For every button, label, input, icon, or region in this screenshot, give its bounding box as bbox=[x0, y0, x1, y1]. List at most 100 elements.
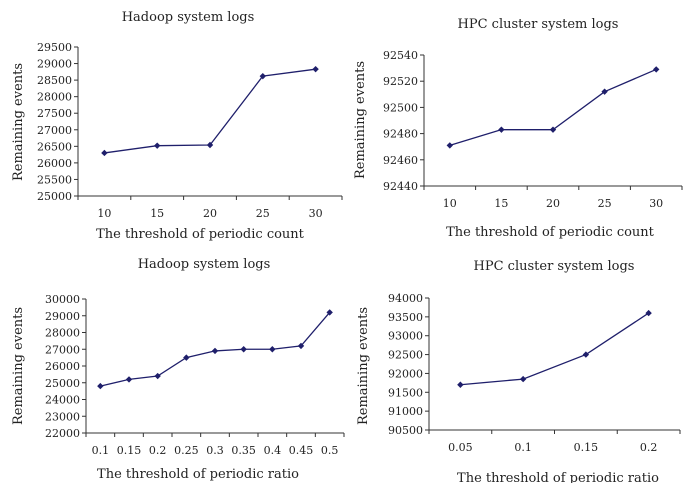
y-tick-label: 28000 bbox=[45, 327, 80, 340]
x-ticks: 0.05 0.1 0.15 0.2 bbox=[428, 430, 681, 454]
data-point bbox=[240, 346, 247, 353]
series-line bbox=[449, 68, 657, 147]
chart-title: HPC cluster system logs bbox=[458, 17, 619, 32]
data-point bbox=[446, 142, 453, 149]
x-tick-label: 0.2 bbox=[149, 444, 167, 457]
y-tick-label: 92500 bbox=[383, 101, 418, 114]
y-tick-label: 22000 bbox=[45, 427, 80, 440]
axes bbox=[85, 299, 344, 434]
data-point bbox=[259, 72, 266, 80]
x-ticks: 10 15 20 25 30 bbox=[77, 196, 343, 220]
y-tick-label: 24000 bbox=[45, 394, 80, 407]
x-tick-label: 15 bbox=[494, 197, 508, 210]
axes bbox=[423, 55, 682, 187]
y-tick-label: 30000 bbox=[45, 293, 80, 306]
y-tick-label: 26500 bbox=[37, 140, 72, 153]
y-tick-label: 29000 bbox=[37, 58, 72, 71]
data-point bbox=[457, 381, 464, 388]
x-tick-label: 0.15 bbox=[574, 441, 599, 454]
y-tick-label: 92460 bbox=[383, 154, 418, 167]
y-tick-label: 92440 bbox=[383, 180, 418, 193]
x-tick-label: 15 bbox=[150, 207, 164, 220]
data-series bbox=[446, 66, 660, 149]
data-point bbox=[519, 375, 527, 383]
x-ticks: 0.1 0.15 0.2 0.25 0.3 0.35 0.4 0.45 0.5 bbox=[85, 433, 345, 457]
data-point bbox=[154, 372, 161, 380]
axes bbox=[77, 47, 342, 197]
y-tick-label: 92480 bbox=[383, 128, 418, 141]
x-tick-label: 0.15 bbox=[117, 444, 142, 457]
y-tick-label: 29000 bbox=[45, 310, 80, 323]
y-axis-label: Remaining events bbox=[11, 307, 26, 425]
y-ticks: 92440 92460 92480 92500 92520 92540 bbox=[383, 49, 424, 193]
x-tick-label: 0.05 bbox=[448, 441, 473, 454]
data-point bbox=[154, 142, 161, 149]
x-tick-label: 0.4 bbox=[264, 444, 282, 457]
y-tick-label: 92000 bbox=[388, 367, 423, 380]
x-tick-label: 0.25 bbox=[174, 444, 199, 457]
y-tick-label: 26000 bbox=[37, 157, 72, 170]
data-point bbox=[645, 309, 652, 317]
data-point bbox=[269, 346, 276, 353]
data-point bbox=[101, 149, 108, 157]
y-tick-label: 93000 bbox=[388, 330, 423, 343]
chart-panel-hadoop-count: Hadoop system logs The threshold of peri… bbox=[11, 10, 343, 242]
series-line bbox=[104, 68, 316, 154]
y-ticks: 22000 23000 24000 25000 26000 27000 28000 29000… bbox=[45, 293, 86, 440]
data-point bbox=[297, 342, 305, 350]
y-tick-label: 27000 bbox=[45, 343, 80, 356]
y-tick-label: 25500 bbox=[37, 173, 72, 186]
x-tick-label: 25 bbox=[256, 207, 270, 220]
data-series bbox=[101, 65, 319, 157]
y-tick-label: 92520 bbox=[383, 75, 418, 88]
x-tick-label: 25 bbox=[598, 197, 612, 210]
chart-panel-hpc-count: HPC cluster system logs The threshold of… bbox=[353, 17, 683, 240]
x-tick-label: 30 bbox=[309, 207, 323, 220]
data-series bbox=[457, 309, 652, 388]
x-tick-label: 0.3 bbox=[206, 444, 224, 457]
data-series bbox=[97, 309, 333, 390]
data-point bbox=[211, 347, 219, 355]
y-axis-label: Remaining events bbox=[356, 307, 371, 425]
y-tick-label: 28500 bbox=[37, 74, 72, 87]
chart-title: Hadoop system logs bbox=[122, 10, 255, 25]
chart-panel-hadoop-ratio: Hadoop system logs The threshold of peri… bbox=[11, 257, 345, 482]
y-ticks: 25000 25500 26000 26500 27000 27500 28000 28500… bbox=[37, 41, 78, 203]
data-point bbox=[582, 351, 590, 358]
y-tick-label: 91500 bbox=[388, 386, 423, 399]
y-axis-label: Remaining events bbox=[353, 61, 368, 179]
y-tick-label: 29500 bbox=[37, 41, 72, 54]
data-point bbox=[549, 126, 557, 133]
y-tick-label: 92540 bbox=[383, 49, 418, 62]
data-point bbox=[206, 141, 214, 149]
x-tick-label: 0.5 bbox=[321, 444, 339, 457]
x-tick-label: 10 bbox=[443, 197, 457, 210]
data-point bbox=[312, 65, 319, 73]
x-axis-label: The threshold of periodic count bbox=[446, 225, 655, 240]
y-tick-label: 91000 bbox=[388, 405, 423, 418]
y-tick-label: 27500 bbox=[37, 107, 72, 120]
x-tick-label: 0.2 bbox=[640, 441, 658, 454]
y-axis-label: Remaining events bbox=[11, 63, 26, 181]
y-ticks: 90500 91000 91500 92000 92500 93000 93500 94000 bbox=[388, 292, 429, 437]
x-axis-label: The threshold of periodic count bbox=[96, 227, 305, 242]
y-tick-label: 27000 bbox=[37, 124, 72, 137]
data-point bbox=[601, 88, 608, 95]
y-tick-label: 23000 bbox=[45, 410, 80, 423]
x-tick-label: 20 bbox=[546, 197, 560, 210]
chart-title: Hadoop system logs bbox=[138, 257, 271, 272]
x-ticks: 10 15 20 25 30 bbox=[423, 186, 683, 210]
y-tick-label: 25000 bbox=[45, 377, 80, 390]
data-point bbox=[97, 382, 104, 390]
y-tick-label: 25000 bbox=[37, 190, 72, 203]
x-tick-label: 20 bbox=[203, 207, 217, 220]
y-tick-label: 90500 bbox=[388, 424, 423, 437]
chart-title: HPC cluster system logs bbox=[474, 259, 635, 274]
x-tick-label: 10 bbox=[97, 207, 111, 220]
x-tick-label: 0.45 bbox=[289, 444, 314, 457]
series-line bbox=[460, 312, 649, 386]
data-point bbox=[653, 66, 660, 73]
y-tick-label: 28000 bbox=[37, 91, 72, 104]
y-tick-label: 26000 bbox=[45, 360, 80, 373]
